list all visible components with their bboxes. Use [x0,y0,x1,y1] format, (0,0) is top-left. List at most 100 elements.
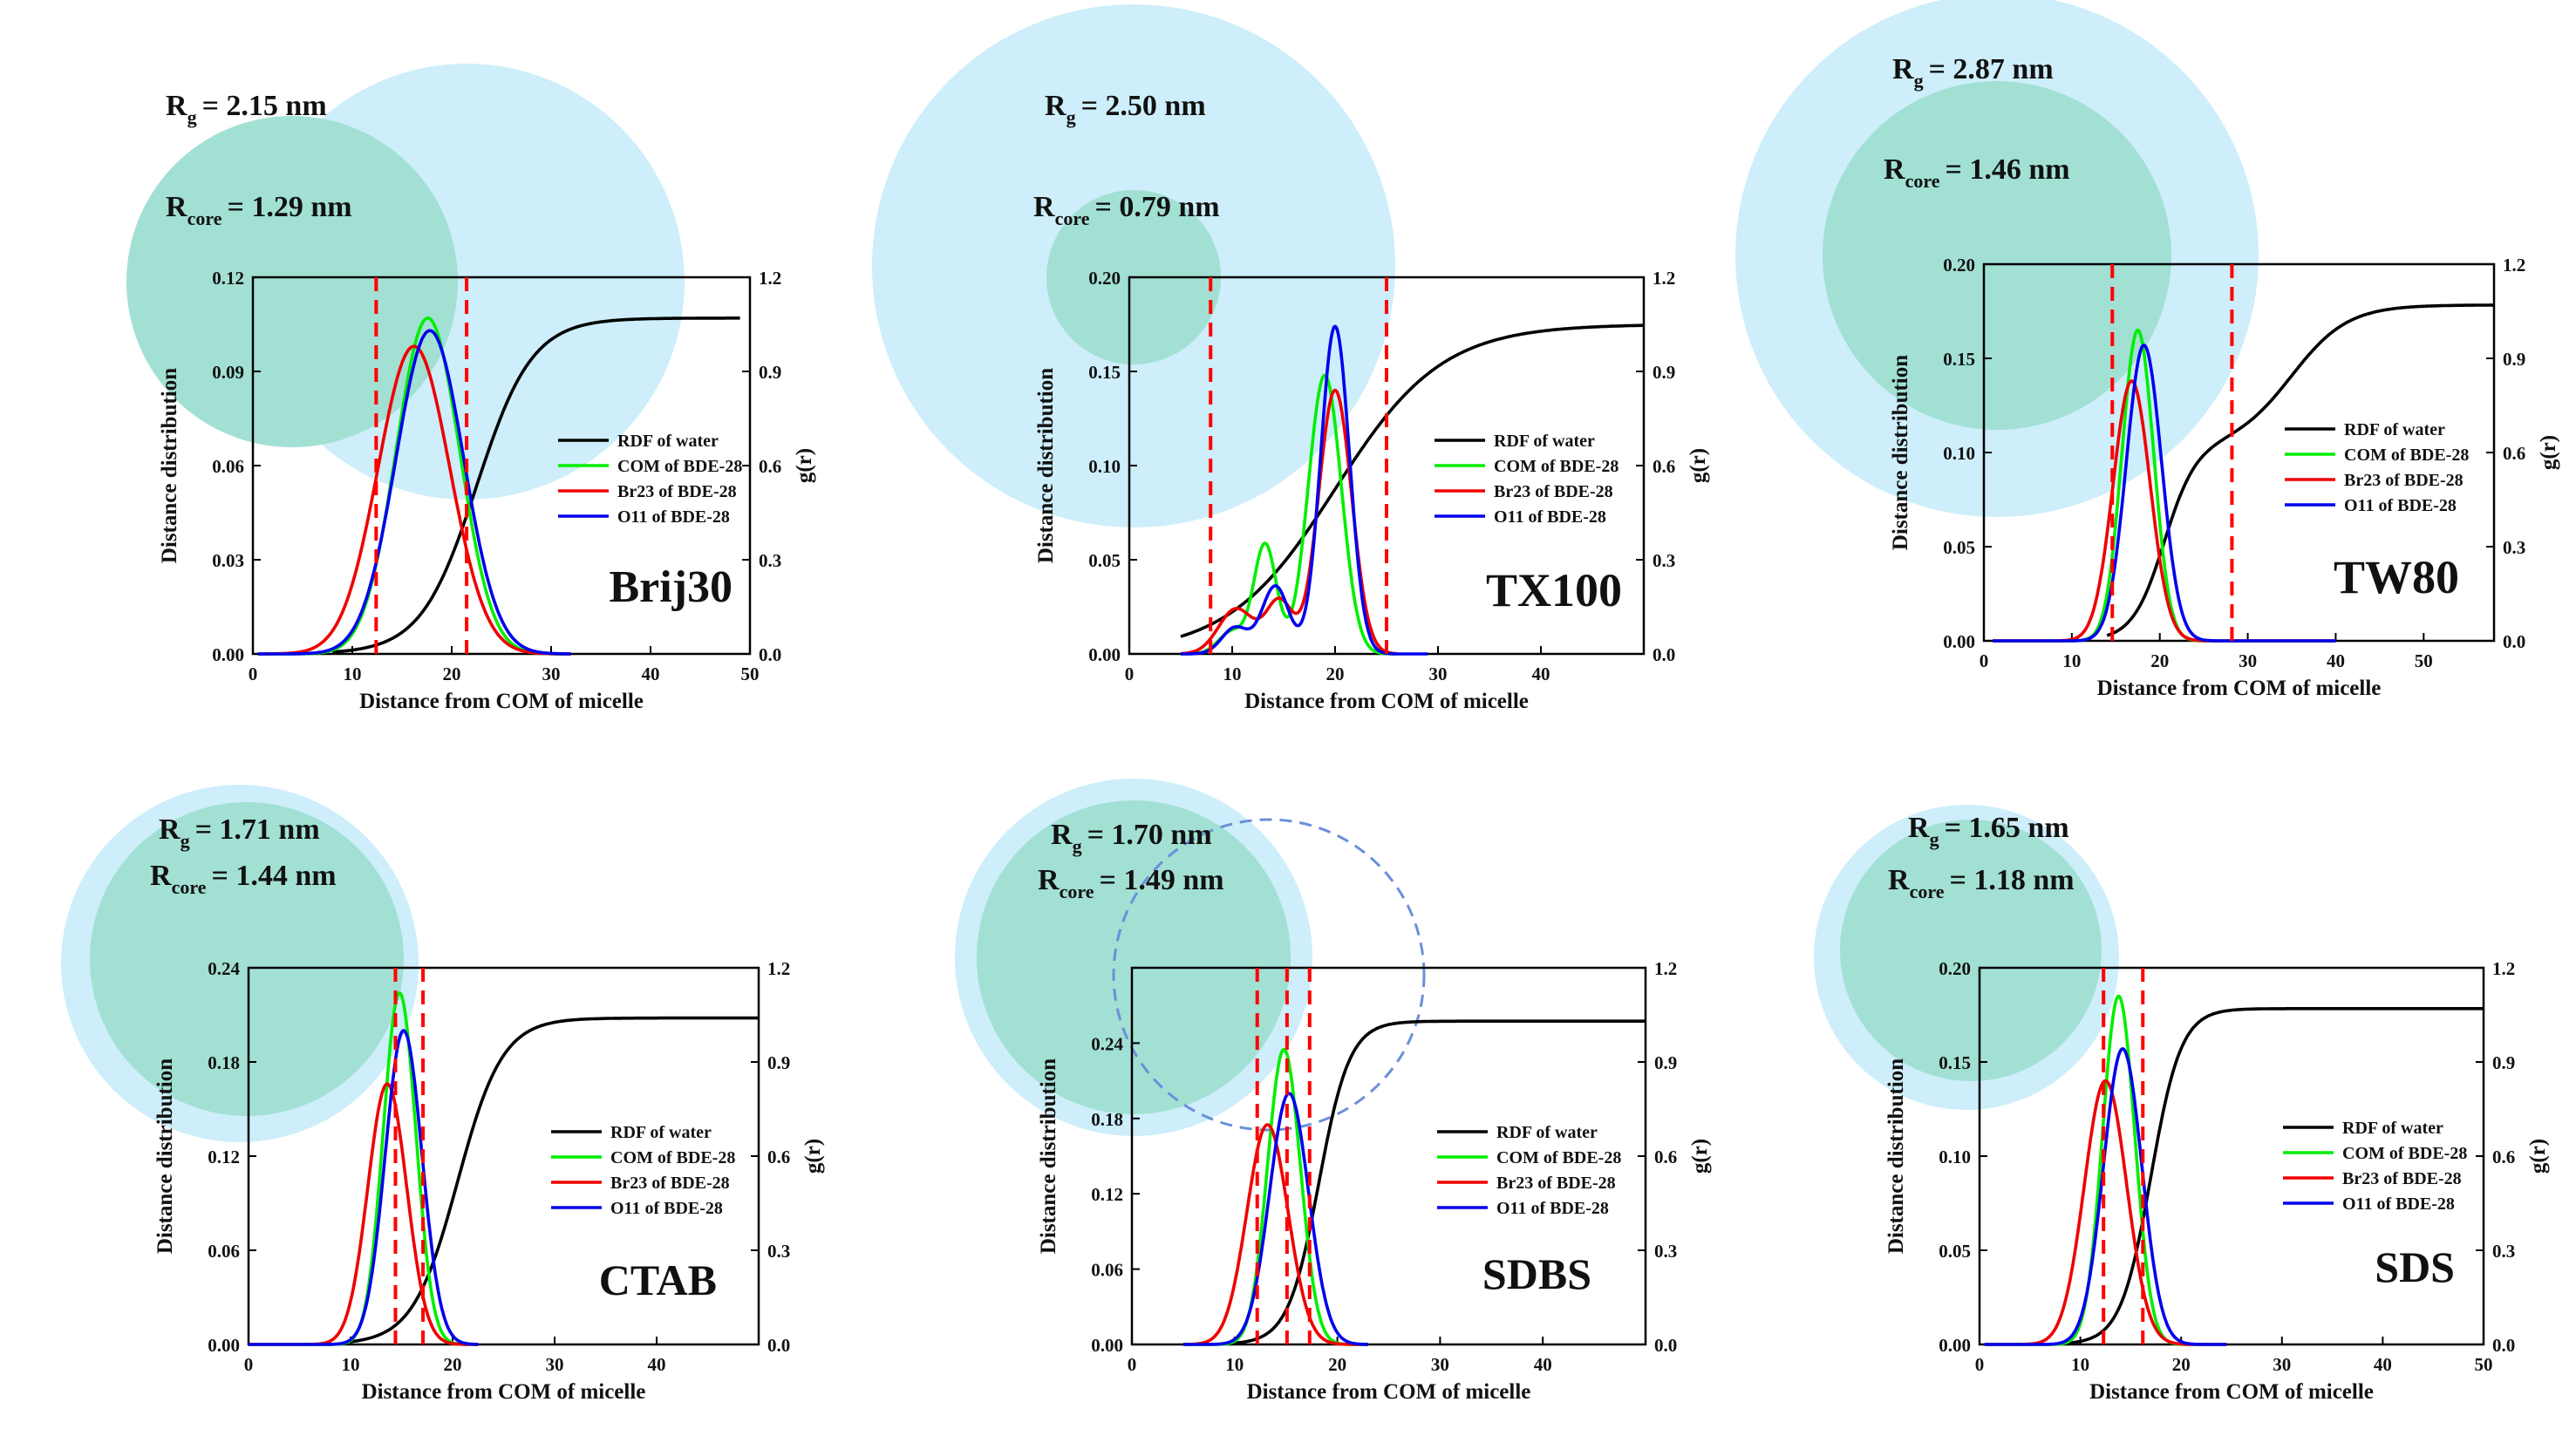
right-tick-label: 1.2 [1653,268,1675,289]
x-tick-label: 0 [1125,664,1135,684]
rg-subscript: g [1073,835,1082,857]
right-tick-label: 1.2 [2503,255,2525,276]
series-line-br23-of-bde-28 [1182,1123,1369,1346]
right-tick-label: 0.6 [759,456,781,477]
legend-entry: COM of BDE-28 [1496,1148,1621,1167]
x-tick-label: 10 [342,1354,360,1375]
micelle-core-circle [90,802,404,1116]
left-tick-label: 0.05 [1943,537,1975,558]
rcore-label: Rcore = 1.44 nm [150,860,337,898]
series-line-rdf-of-water [1180,323,1644,638]
left-tick-label: 0.06 [1091,1260,1123,1281]
rg-subscript: g [187,106,197,128]
rg-value: = 2.87 nm [1929,53,2054,85]
series-line-o11-of-bde-28 [1992,344,2336,643]
right-tick-label: 0.3 [759,550,781,571]
rcore-subscript: core [1060,881,1094,902]
legend-entry: O11 of BDE-28 [1494,507,1606,527]
right-tick-label: 0.0 [2492,1335,2515,1356]
y2-axis-label: g(r) [1687,448,1710,483]
x-tick-label: 30 [1429,664,1448,684]
rcore-value: = 0.79 nm [1094,191,1219,223]
rcore-subscript: core [1910,881,1945,902]
x-tick-label: 40 [2327,650,2345,671]
x-tick-label: 50 [2415,650,2433,671]
left-tick-label: 0.03 [212,550,244,571]
right-tick-label: 0.9 [1653,362,1675,383]
right-tick-label: 0.3 [1653,550,1675,571]
legend-entry: RDF of water [2344,420,2445,439]
x-tick-label: 30 [542,664,561,684]
micelle-core-circle [1840,820,2102,1081]
legend-entry: Br23 of BDE-28 [610,1174,730,1193]
x-axis-label: Distance from COM of micelle [1244,690,1529,713]
x-tick-label: 20 [2172,1354,2191,1375]
right-tick-label: 0.6 [2492,1147,2515,1167]
rcore-value: = 1.18 nm [1949,864,2074,896]
series-line-o11-of-bde-28 [1182,1092,1369,1346]
rcore-value: = 1.44 nm [211,860,336,892]
rcore-value: = 1.29 nm [227,191,351,223]
legend-entry: RDF of water [2342,1119,2443,1138]
left-tick-label: 0.12 [208,1147,240,1167]
legend-entry: RDF of water [617,432,719,451]
x-axis-label: Distance from COM of micelle [362,1380,646,1404]
series-line-o11-of-bde-28 [1984,1047,2227,1346]
y2-axis-label: g(r) [2526,1139,2550,1174]
rcore-subscript: core [172,876,207,898]
legend-entry: Br23 of BDE-28 [2342,1169,2462,1188]
x-tick-label: 10 [1225,1354,1244,1375]
x-tick-label: 20 [1326,664,1345,684]
left-tick-label: 0.09 [212,362,244,383]
dashed-core-ring [1112,818,1426,1132]
rg-subscript: g [1914,70,1924,92]
rg-value: = 2.15 nm [202,90,327,122]
x-axis-label: Distance from COM of micelle [2089,1380,2374,1404]
left-tick-label: 0.10 [1939,1147,1971,1167]
rcore-value: = 1.46 nm [1945,153,2069,186]
rcore-subscript: core [187,208,222,229]
right-tick-label: 0.0 [2503,631,2525,652]
x-tick-label: 40 [642,664,660,684]
rg-subscript: g [1067,106,1076,128]
rg-value: = 1.71 nm [195,813,320,846]
left-tick-label: 0.05 [1088,550,1121,571]
right-tick-label: 0.3 [767,1241,790,1262]
micelle-core-circle [1823,81,2171,430]
rg-value: = 1.65 nm [1945,812,2069,844]
legend-entry: Br23 of BDE-28 [2344,471,2464,490]
right-tick-label: 0.3 [2492,1241,2515,1262]
right-tick-label: 0.0 [1654,1335,1677,1356]
x-tick-label: 40 [1532,664,1550,684]
x-tick-label: 0 [1980,650,1989,671]
legend-entry: O11 of BDE-28 [1496,1199,1609,1218]
left-tick-label: 0.06 [212,456,244,477]
legend-entry: COM of BDE-28 [2342,1144,2467,1163]
left-tick-label: 0.12 [212,268,244,289]
x-tick-label: 20 [444,1354,462,1375]
left-tick-label: 0.18 [208,1052,240,1073]
legend-entry: O11 of BDE-28 [610,1199,723,1218]
surfactant-label: CTAB [599,1256,717,1304]
left-tick-label: 0.24 [208,958,240,979]
series-line-br23-of-bde-28 [1984,1079,2227,1346]
left-tick-label: 0.10 [1088,456,1121,477]
right-tick-label: 1.2 [767,958,790,979]
series-line-rdf-of-water [2106,303,2495,637]
x-tick-label: 10 [1223,664,1242,684]
right-tick-label: 0.9 [767,1052,790,1073]
x-tick-label: 20 [443,664,461,684]
surfactant-label: SDS [2375,1242,2455,1291]
y-axis-label: Distance distribution [1889,355,1912,550]
series-line-o11-of-bde-28 [248,1029,480,1346]
x-tick-label: 50 [741,664,760,684]
left-tick-label: 0.00 [1091,1335,1123,1356]
micelle-core-circle [977,800,1291,1114]
right-tick-label: 0.9 [2492,1052,2515,1073]
rcore-subscript: core [1055,208,1090,229]
legend-entry: O11 of BDE-28 [2344,496,2457,515]
x-tick-label: 20 [2150,650,2169,671]
x-tick-label: 10 [344,664,362,684]
